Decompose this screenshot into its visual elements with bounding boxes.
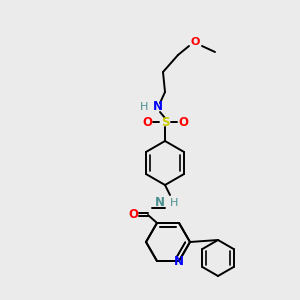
- Text: O: O: [178, 116, 188, 128]
- Text: H: H: [170, 198, 178, 208]
- Text: O: O: [128, 208, 138, 220]
- Text: H: H: [140, 102, 148, 112]
- Text: N: N: [153, 100, 163, 113]
- Text: O: O: [142, 116, 152, 128]
- Text: N: N: [155, 196, 165, 209]
- Text: N: N: [174, 255, 184, 268]
- Text: S: S: [161, 116, 169, 128]
- Text: O: O: [190, 37, 200, 47]
